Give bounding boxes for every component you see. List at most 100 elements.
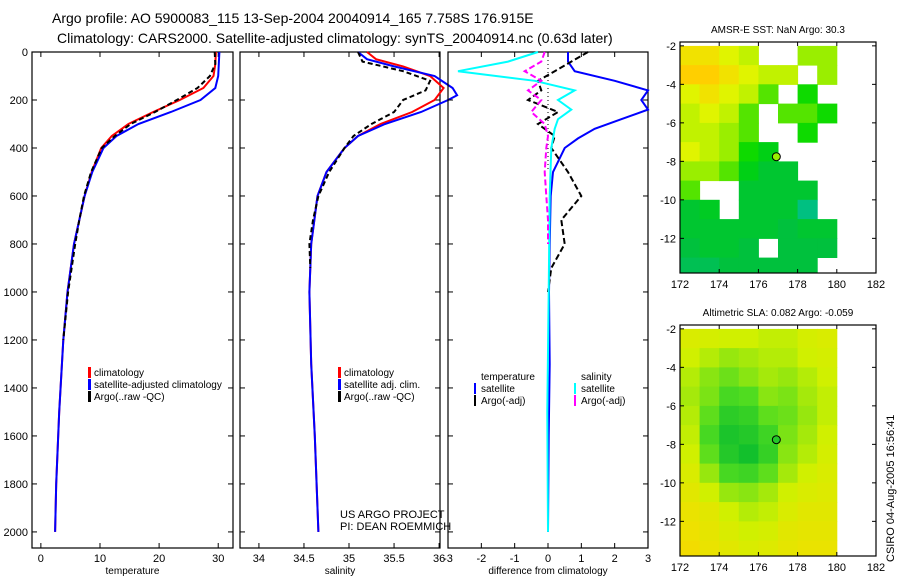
map-cell bbox=[680, 405, 701, 426]
series-line-temperature-argo-adj- bbox=[525, 51, 589, 293]
lat-tick-label: -12 bbox=[660, 233, 676, 245]
map-cell bbox=[719, 328, 740, 349]
depth-tick-label: 400 bbox=[10, 143, 28, 155]
depth-tick-label: 0 bbox=[22, 47, 28, 59]
map-cell bbox=[699, 463, 720, 484]
map-title: Altimetric SLA: 0.082 Argo: -0.059 bbox=[703, 308, 854, 319]
map-cell bbox=[699, 122, 720, 143]
map-cell bbox=[758, 502, 779, 522]
map-cell bbox=[817, 386, 838, 407]
lon-tick-label: 176 bbox=[749, 279, 767, 291]
map-cell bbox=[817, 238, 838, 258]
map-cell bbox=[738, 122, 759, 143]
map-cell bbox=[738, 219, 759, 239]
map-cell bbox=[680, 444, 701, 465]
map-cell bbox=[699, 444, 720, 465]
map-cell bbox=[738, 463, 759, 484]
map-cell bbox=[797, 180, 818, 201]
plot-frame bbox=[239, 51, 441, 549]
figure-title-line2: Climatology: CARS2000. Satellite-adjuste… bbox=[57, 30, 613, 46]
x-tick-label: 3 bbox=[645, 553, 651, 565]
x-tick-label: 36 bbox=[433, 553, 445, 565]
map-cell bbox=[817, 45, 838, 66]
map-cell bbox=[680, 502, 701, 522]
map-cell bbox=[738, 199, 759, 220]
lat-tick-label: -4 bbox=[666, 79, 676, 91]
lat-tick-label: -2 bbox=[666, 41, 676, 53]
map-cell bbox=[797, 444, 818, 465]
map-cell bbox=[778, 482, 799, 503]
series-line-salinity-argo-adj- bbox=[522, 51, 550, 244]
map-cell bbox=[680, 45, 701, 66]
map-cell bbox=[817, 425, 838, 445]
map-cell bbox=[797, 367, 818, 388]
map-cell bbox=[680, 103, 701, 124]
x-tick-label: 34.5 bbox=[293, 553, 314, 565]
map-cell bbox=[699, 84, 720, 105]
depth-tick-label: 600 bbox=[10, 191, 28, 203]
map-cell bbox=[797, 219, 818, 239]
x-tick-label: -2 bbox=[476, 553, 486, 565]
x-tick-label: 10 bbox=[94, 553, 106, 565]
legend-entry: Argo(..raw -QC) bbox=[344, 392, 415, 403]
map-cell bbox=[817, 405, 838, 426]
x-tick-label: 2 bbox=[612, 553, 618, 565]
map-cell bbox=[758, 367, 779, 388]
map-cell bbox=[797, 463, 818, 484]
lat-tick-label: -8 bbox=[666, 156, 676, 168]
map-cell bbox=[797, 103, 818, 124]
depth-tick-label: 1800 bbox=[4, 479, 28, 491]
map-cell bbox=[719, 45, 740, 66]
x-tick-label: 1 bbox=[578, 553, 584, 565]
map-cell bbox=[699, 238, 720, 258]
lon-tick-label: 178 bbox=[788, 279, 806, 291]
difference-panel: -3 -2 -1 0 1 2 3 difference from climatology tem… bbox=[443, 51, 651, 577]
temperature-profile-panel: 0 10 20 30 0 200 400 600 800 1000 1200 1400 1600 1800… bbox=[4, 47, 234, 577]
map-cell bbox=[778, 521, 799, 542]
map-cell bbox=[797, 84, 818, 105]
depth-tick-label: 1600 bbox=[4, 431, 28, 443]
map-cell bbox=[778, 463, 799, 484]
lat-tick-label: -8 bbox=[666, 439, 676, 451]
x-tick-label: -1 bbox=[510, 553, 520, 565]
map-cell bbox=[699, 482, 720, 503]
map-cell bbox=[699, 103, 720, 124]
map-cell bbox=[680, 219, 701, 239]
series-line-satellite-adj-clim- bbox=[308, 51, 459, 532]
map-cell bbox=[817, 65, 838, 85]
map-cell bbox=[680, 238, 701, 258]
lat-tick-label: -6 bbox=[666, 401, 676, 413]
map-cell bbox=[738, 521, 759, 542]
legend-entry: satellite-adjusted climatology bbox=[94, 380, 222, 391]
map-cell bbox=[778, 367, 799, 388]
map-cell bbox=[680, 540, 701, 557]
x-tick-label: 30 bbox=[212, 553, 224, 565]
map-cell bbox=[699, 161, 720, 182]
map-cell bbox=[797, 238, 818, 258]
map-cell bbox=[738, 502, 759, 522]
map-cell bbox=[758, 348, 779, 368]
map-cell bbox=[680, 257, 701, 274]
x-tick-label: 35.5 bbox=[383, 553, 404, 565]
map-cell bbox=[738, 482, 759, 503]
map-cell bbox=[738, 84, 759, 105]
legend-entry: satellite adj. clim. bbox=[344, 380, 420, 391]
map-cell bbox=[778, 425, 799, 445]
map-cell bbox=[778, 257, 799, 274]
x-axis-label: salinity bbox=[325, 566, 356, 577]
argo-location-marker bbox=[771, 152, 781, 162]
legend-header-salinity: salinity bbox=[581, 372, 612, 383]
legend-swatch bbox=[574, 395, 576, 406]
map-cell bbox=[738, 65, 759, 85]
legend-header-temperature: temperature bbox=[481, 372, 535, 383]
map-cell bbox=[680, 521, 701, 542]
map-cell bbox=[778, 328, 799, 349]
map-cell bbox=[738, 328, 759, 349]
depth-tick-label: 800 bbox=[10, 239, 28, 251]
x-axis-label: temperature bbox=[106, 566, 160, 577]
map-cell bbox=[680, 348, 701, 368]
map-cell bbox=[797, 257, 818, 274]
map-cell bbox=[758, 219, 779, 239]
map-cell bbox=[797, 199, 818, 220]
